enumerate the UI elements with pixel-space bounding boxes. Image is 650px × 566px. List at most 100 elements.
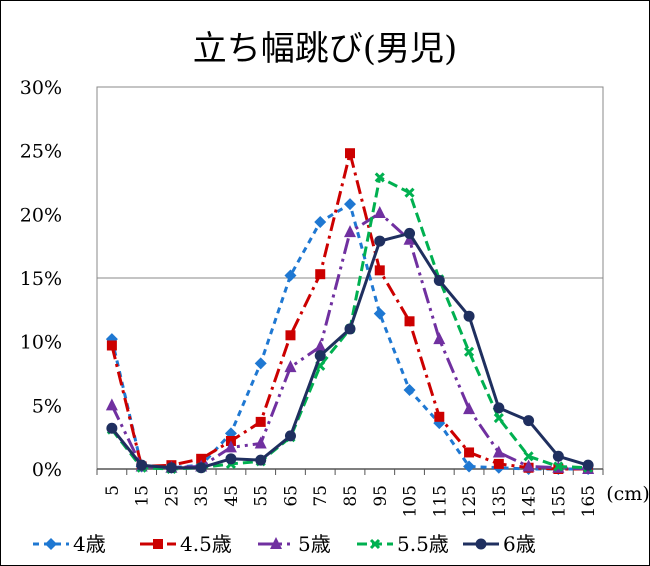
legend-marker (270, 537, 282, 549)
series-2-point (344, 225, 356, 238)
series-0-point (254, 357, 267, 370)
series-4-point (195, 462, 207, 474)
x-tick-label: 145 (520, 485, 540, 517)
series-3-point (374, 172, 385, 183)
legend-item-3: 5.5歳 (357, 532, 449, 556)
series-1-point (464, 447, 475, 458)
series-1-point (196, 453, 207, 464)
x-tick-label: 55 (252, 485, 272, 507)
series-3-point (463, 346, 475, 357)
x-tick-label: 15 (133, 485, 153, 507)
series-4 (106, 227, 594, 474)
legend-item-1: 4.5歳 (140, 532, 232, 556)
y-tick-label: 30% (20, 77, 62, 99)
series-2-point (224, 440, 237, 453)
series-0-point (463, 460, 476, 473)
series-line-2 (110, 211, 589, 471)
series-1-point (255, 416, 266, 427)
series-3-point (404, 187, 415, 198)
y-tick-label: 0% (32, 459, 62, 481)
x-tick-label: 25 (162, 485, 182, 507)
series-2-point (314, 339, 327, 352)
x-tick-label: 75 (311, 485, 331, 507)
legend-label: 5.5歳 (397, 532, 449, 556)
y-tick-label: 20% (20, 204, 62, 226)
series-4-point (493, 402, 505, 414)
series-2-point (284, 360, 297, 373)
x-tick-label: 125 (460, 485, 480, 517)
legend-item-0: 4歳 (33, 532, 106, 556)
series-1 (106, 148, 594, 474)
series-1-point (106, 340, 117, 351)
y-tick-label: 5% (32, 395, 62, 417)
legend-label: 5歳 (298, 532, 331, 556)
y-tick-label: 25% (20, 141, 62, 163)
series-4-point (314, 350, 326, 362)
legend-label: 4歳 (73, 532, 106, 556)
series-4-point (433, 275, 445, 287)
x-tick-label: 5 (103, 485, 123, 496)
series-3-point (493, 413, 504, 424)
series-1-point (285, 330, 296, 341)
series-2-point (522, 459, 535, 472)
legend-label: 4.5歳 (180, 532, 232, 556)
series-0-point (403, 384, 416, 397)
y-tick-label: 10% (20, 332, 62, 354)
x-tick-label: 115 (430, 485, 450, 517)
series-3-point (523, 451, 534, 462)
series-2-point (105, 398, 118, 411)
series-2 (105, 206, 595, 474)
series-2-point (433, 332, 446, 345)
legend-marker (153, 539, 163, 549)
series-1-point (315, 269, 326, 280)
series-4-point (582, 459, 594, 471)
x-tick-label: 95 (371, 485, 391, 507)
x-tick-label: 65 (281, 485, 301, 507)
series-4-point (225, 453, 237, 465)
x-tick-label: 35 (192, 485, 212, 507)
series-2-point (463, 402, 476, 415)
x-tick-label: 165 (579, 485, 599, 517)
series-4-point (284, 430, 296, 442)
legend-marker (45, 538, 57, 550)
series-3 (106, 172, 594, 475)
series-1-point (404, 316, 415, 327)
x-tick-label: 105 (401, 485, 421, 517)
series-4-point (255, 454, 267, 466)
series-4-point (463, 310, 475, 322)
legend-marker (475, 538, 487, 550)
x-axis-unit: (cm) (606, 483, 649, 505)
legend-marker (369, 538, 381, 550)
series-line-0 (110, 202, 589, 471)
series-0 (105, 198, 595, 475)
series-4-point (374, 235, 386, 247)
series-1-point (345, 148, 355, 159)
series-4-point (344, 323, 356, 335)
x-tick-label: 135 (490, 485, 510, 517)
series-2-point (373, 206, 386, 219)
legend-item-2: 5歳 (258, 532, 331, 556)
y-tick-label: 15% (20, 268, 62, 290)
x-tick-label: 45 (222, 485, 242, 507)
series-1-point (434, 411, 445, 422)
series-1-point (493, 458, 504, 469)
series-1-point (374, 265, 385, 276)
series-0-point (373, 307, 386, 320)
series-line-1 (110, 151, 589, 471)
x-tick-label: 85 (341, 485, 361, 507)
series-4-point (523, 415, 535, 427)
series-line-4 (110, 231, 589, 470)
series-4-point (552, 450, 564, 462)
series-2-point (254, 436, 267, 449)
series-4-point (106, 422, 118, 434)
series-0-point (314, 215, 327, 228)
series-0-point (344, 198, 356, 211)
chart-title: 立ち幅跳び(男児) (193, 29, 458, 69)
x-tick-label: 155 (549, 485, 569, 517)
series-4-point (165, 462, 177, 474)
series-0-point (284, 269, 297, 282)
legend-item-4: 6歳 (463, 532, 536, 556)
series-line-3 (110, 175, 589, 471)
